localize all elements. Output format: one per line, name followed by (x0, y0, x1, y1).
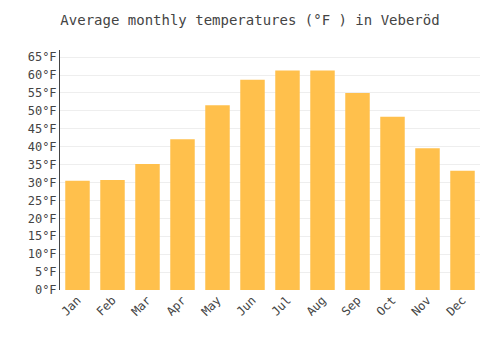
svg-text:5°F: 5°F (35, 265, 57, 279)
svg-text:Aug: Aug (304, 293, 329, 318)
svg-text:0°F: 0°F (35, 283, 57, 297)
svg-text:65°F: 65°F (28, 50, 57, 64)
svg-text:Average monthly temperatures (: Average monthly temperatures (°F ) in Ve… (60, 12, 439, 28)
svg-text:Jul: Jul (269, 293, 294, 318)
svg-text:Sep: Sep (339, 293, 364, 318)
svg-text:25°F: 25°F (28, 194, 57, 208)
svg-text:Dec: Dec (444, 293, 469, 318)
svg-text:30°F: 30°F (28, 176, 57, 190)
svg-text:15°F: 15°F (28, 229, 57, 243)
svg-text:45°F: 45°F (28, 122, 57, 136)
svg-text:Apr: Apr (164, 293, 189, 318)
svg-text:10°F: 10°F (28, 247, 57, 261)
svg-text:50°F: 50°F (28, 104, 57, 118)
svg-text:Jan: Jan (59, 293, 84, 318)
svg-text:40°F: 40°F (28, 140, 57, 154)
svg-text:Feb: Feb (94, 293, 119, 318)
svg-text:20°F: 20°F (28, 212, 57, 226)
svg-text:35°F: 35°F (28, 158, 57, 172)
svg-text:Oct: Oct (374, 293, 399, 318)
svg-text:May: May (199, 293, 224, 318)
svg-text:60°F: 60°F (28, 68, 57, 82)
svg-text:Jun: Jun (234, 293, 259, 318)
svg-text:Nov: Nov (409, 293, 434, 318)
svg-text:Mar: Mar (129, 293, 154, 318)
svg-text:55°F: 55°F (28, 86, 57, 100)
